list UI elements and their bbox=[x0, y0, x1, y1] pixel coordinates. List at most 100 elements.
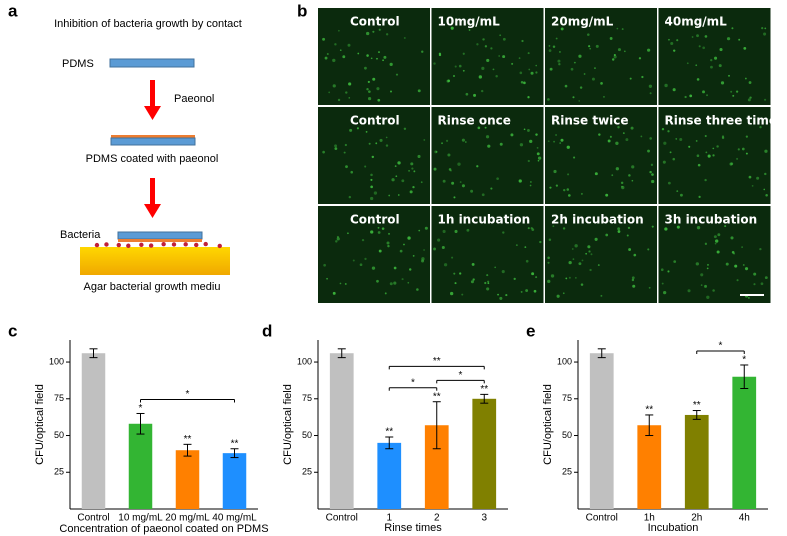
cell-dot bbox=[748, 81, 752, 84]
cell-dot bbox=[667, 181, 671, 185]
cell-dot bbox=[465, 141, 467, 143]
cell-dot bbox=[587, 33, 590, 36]
cell-dot bbox=[518, 57, 521, 59]
cell-dot bbox=[365, 31, 370, 36]
cell-dot bbox=[667, 270, 670, 273]
cell-dot bbox=[764, 98, 767, 101]
cell-dot bbox=[603, 95, 605, 98]
cell-dot bbox=[499, 296, 503, 300]
cell-dot bbox=[373, 191, 378, 195]
x-tick-label: 40 mg/mL bbox=[212, 513, 257, 524]
cell-dot bbox=[609, 135, 612, 138]
cell-dot bbox=[568, 276, 571, 279]
cell-dot bbox=[641, 75, 644, 79]
cell-dot bbox=[574, 244, 578, 248]
cell-dot bbox=[533, 289, 537, 293]
cell-dot bbox=[550, 274, 555, 278]
cell-dot bbox=[334, 147, 338, 151]
cell-dot bbox=[613, 53, 616, 57]
cell-dot bbox=[745, 152, 748, 155]
cell-dot bbox=[370, 230, 374, 234]
cell-dot bbox=[707, 154, 711, 158]
cell-dot bbox=[568, 260, 572, 265]
cell-dot bbox=[473, 93, 477, 97]
cell-dot bbox=[558, 63, 561, 66]
cell-dot bbox=[664, 227, 668, 231]
cell-dot bbox=[386, 241, 390, 245]
cell-dot bbox=[562, 227, 566, 230]
cell-dot bbox=[377, 226, 380, 229]
cell-dot bbox=[379, 138, 383, 142]
significance-label: ** bbox=[184, 434, 192, 445]
cell-dot bbox=[673, 49, 676, 52]
cell-dot bbox=[527, 129, 530, 132]
cell-dot bbox=[620, 181, 624, 185]
cell-dot bbox=[705, 151, 708, 154]
cell-dot bbox=[367, 80, 370, 84]
cell-dot bbox=[375, 142, 378, 145]
bacterium bbox=[148, 243, 154, 248]
cell-dot bbox=[378, 28, 381, 31]
cell-label: 40mg/mL bbox=[665, 15, 728, 29]
cell-dot bbox=[667, 130, 670, 133]
cell-dot bbox=[649, 92, 652, 95]
cell-dot bbox=[499, 142, 503, 146]
cell-dot bbox=[724, 225, 727, 228]
bar bbox=[175, 450, 200, 509]
cell-dot bbox=[578, 100, 581, 102]
cell-dot bbox=[617, 125, 620, 129]
bracket-label: ** bbox=[433, 356, 441, 367]
cell-dot bbox=[395, 73, 399, 76]
cell-dot bbox=[535, 64, 538, 67]
pdms-slab bbox=[109, 58, 195, 68]
cell-dot bbox=[447, 153, 451, 157]
cell-dot bbox=[348, 82, 352, 86]
cell-dot bbox=[717, 233, 721, 237]
cell-dot bbox=[334, 43, 337, 46]
cell-dot bbox=[349, 128, 353, 132]
cell-dot bbox=[615, 141, 619, 145]
cell-dot bbox=[764, 276, 768, 280]
cell-dot bbox=[647, 248, 650, 251]
cell-dot bbox=[465, 92, 469, 96]
cell-dot bbox=[433, 167, 437, 171]
cell-dot bbox=[389, 282, 393, 286]
micrograph bbox=[318, 206, 430, 303]
arrow-shaft bbox=[150, 80, 155, 108]
cell-dot bbox=[763, 188, 766, 191]
cell-dot bbox=[581, 259, 584, 262]
cell-dot bbox=[706, 295, 710, 299]
cell-dot bbox=[407, 281, 410, 284]
y-tick-label: 50 bbox=[54, 430, 64, 440]
cell-dot bbox=[529, 181, 532, 183]
y-tick-label: 25 bbox=[302, 467, 312, 477]
cell-dot bbox=[748, 297, 750, 299]
cell-dot bbox=[713, 235, 717, 239]
cell-dot bbox=[451, 181, 455, 185]
cell-dot bbox=[528, 68, 531, 71]
bracket-label: * bbox=[719, 341, 723, 352]
cell-dot bbox=[494, 266, 496, 269]
cell-dot bbox=[648, 286, 651, 289]
cell-dot bbox=[575, 277, 577, 279]
cell-dot bbox=[548, 238, 552, 242]
cell-dot bbox=[409, 190, 413, 194]
cell-dot bbox=[611, 58, 615, 61]
cell-dot bbox=[676, 190, 679, 193]
cell-dot bbox=[661, 282, 664, 285]
x-tick-label: 10 mg/mL bbox=[118, 513, 163, 524]
cell-dot bbox=[510, 133, 514, 137]
cell-dot bbox=[527, 227, 530, 230]
pdms-slab bbox=[117, 231, 203, 240]
cell-dot bbox=[523, 128, 526, 131]
cell-dot bbox=[372, 30, 375, 33]
cell-dot bbox=[322, 37, 326, 41]
cell-dot bbox=[447, 79, 451, 83]
cell-dot bbox=[466, 228, 470, 232]
cell-dot bbox=[759, 247, 762, 251]
cell-dot bbox=[401, 278, 404, 281]
cell-dot bbox=[492, 68, 495, 71]
bacterium bbox=[94, 242, 100, 248]
cell-dot bbox=[631, 179, 634, 182]
cell-dot bbox=[548, 45, 551, 47]
